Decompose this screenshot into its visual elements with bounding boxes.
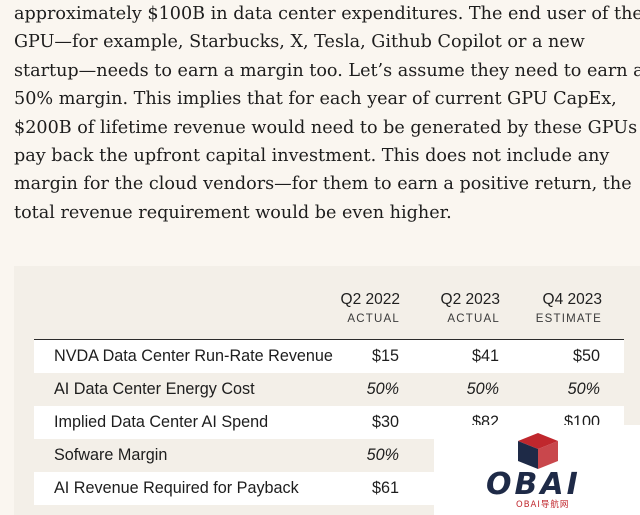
table-row: AI Data Center Energy Cost 50% 50% 50%	[34, 373, 624, 406]
logo-subtext: OBAI导航网	[516, 500, 570, 510]
column-period: Q2 2023	[440, 291, 500, 308]
logo-text: OBAI	[486, 467, 581, 502]
column-type: ACTUAL	[347, 313, 400, 325]
column-header-q2-2022: Q2 2022 ACTUAL	[300, 290, 400, 325]
column-header-q4-2023: Q4 2023 ESTIMATE	[500, 290, 602, 325]
cell-q2-2023: 50%	[466, 380, 499, 398]
article-line: startup—needs to earn a margin too. Let’…	[14, 60, 640, 81]
cell-q2-2022: $30	[371, 413, 399, 431]
cube-logo-icon	[518, 433, 558, 469]
article-line: margin for the cloud vendors—for them to…	[14, 174, 632, 195]
article-line: total revenue requirement would be even …	[14, 202, 452, 223]
cell-q2-2022: $15	[371, 347, 399, 365]
column-type: ACTUAL	[447, 313, 500, 325]
article-line: $200B of lifetime revenue would need to …	[14, 117, 640, 138]
article-line: pay back the upfront capital investment.…	[14, 145, 610, 166]
row-label: Implied Data Center AI Spend	[54, 413, 269, 431]
article-text: approximately $100B in data center expen…	[14, 0, 640, 227]
cell-q4-2023: 50%	[567, 380, 600, 398]
column-period: Q2 2022	[340, 291, 400, 308]
article-line: GPU—for example, Starbucks, X, Tesla, Gi…	[14, 32, 585, 53]
column-type: ESTIMATE	[535, 313, 602, 325]
table-row: NVDA Data Center Run-Rate Revenue $15 $4…	[34, 340, 624, 373]
row-label: NVDA Data Center Run-Rate Revenue	[54, 347, 333, 365]
cell-q4-2023: $50	[572, 347, 600, 365]
article-line: approximately $100B in data center expen…	[14, 4, 640, 24]
cell-q2-2023: $41	[471, 347, 499, 365]
watermark-logo: OBAI OBAI导航网	[434, 425, 640, 515]
row-label: AI Revenue Required for Payback	[54, 479, 299, 497]
cell-q2-2022: 50%	[366, 446, 399, 464]
column-period: Q4 2023	[542, 291, 602, 308]
row-label: Sofware Margin	[54, 446, 168, 464]
cell-q2-2022: $61	[371, 479, 399, 497]
cell-q2-2022: 50%	[366, 380, 399, 398]
header-divider	[34, 339, 624, 340]
article-line: 50% margin. This implies that for each y…	[14, 89, 617, 110]
row-label: AI Data Center Energy Cost	[54, 380, 255, 398]
column-header-q2-2023: Q2 2023 ACTUAL	[400, 290, 500, 325]
table-row: Sofware Margin 50%	[34, 439, 624, 472]
